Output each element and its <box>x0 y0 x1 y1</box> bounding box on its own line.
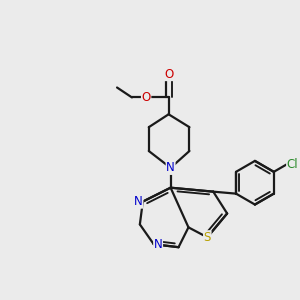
Text: N: N <box>134 195 143 208</box>
Text: S: S <box>204 231 211 244</box>
Text: O: O <box>164 68 173 81</box>
Text: O: O <box>142 91 151 104</box>
Text: N: N <box>154 238 163 251</box>
Text: Cl: Cl <box>287 158 298 171</box>
Text: N: N <box>166 161 175 174</box>
